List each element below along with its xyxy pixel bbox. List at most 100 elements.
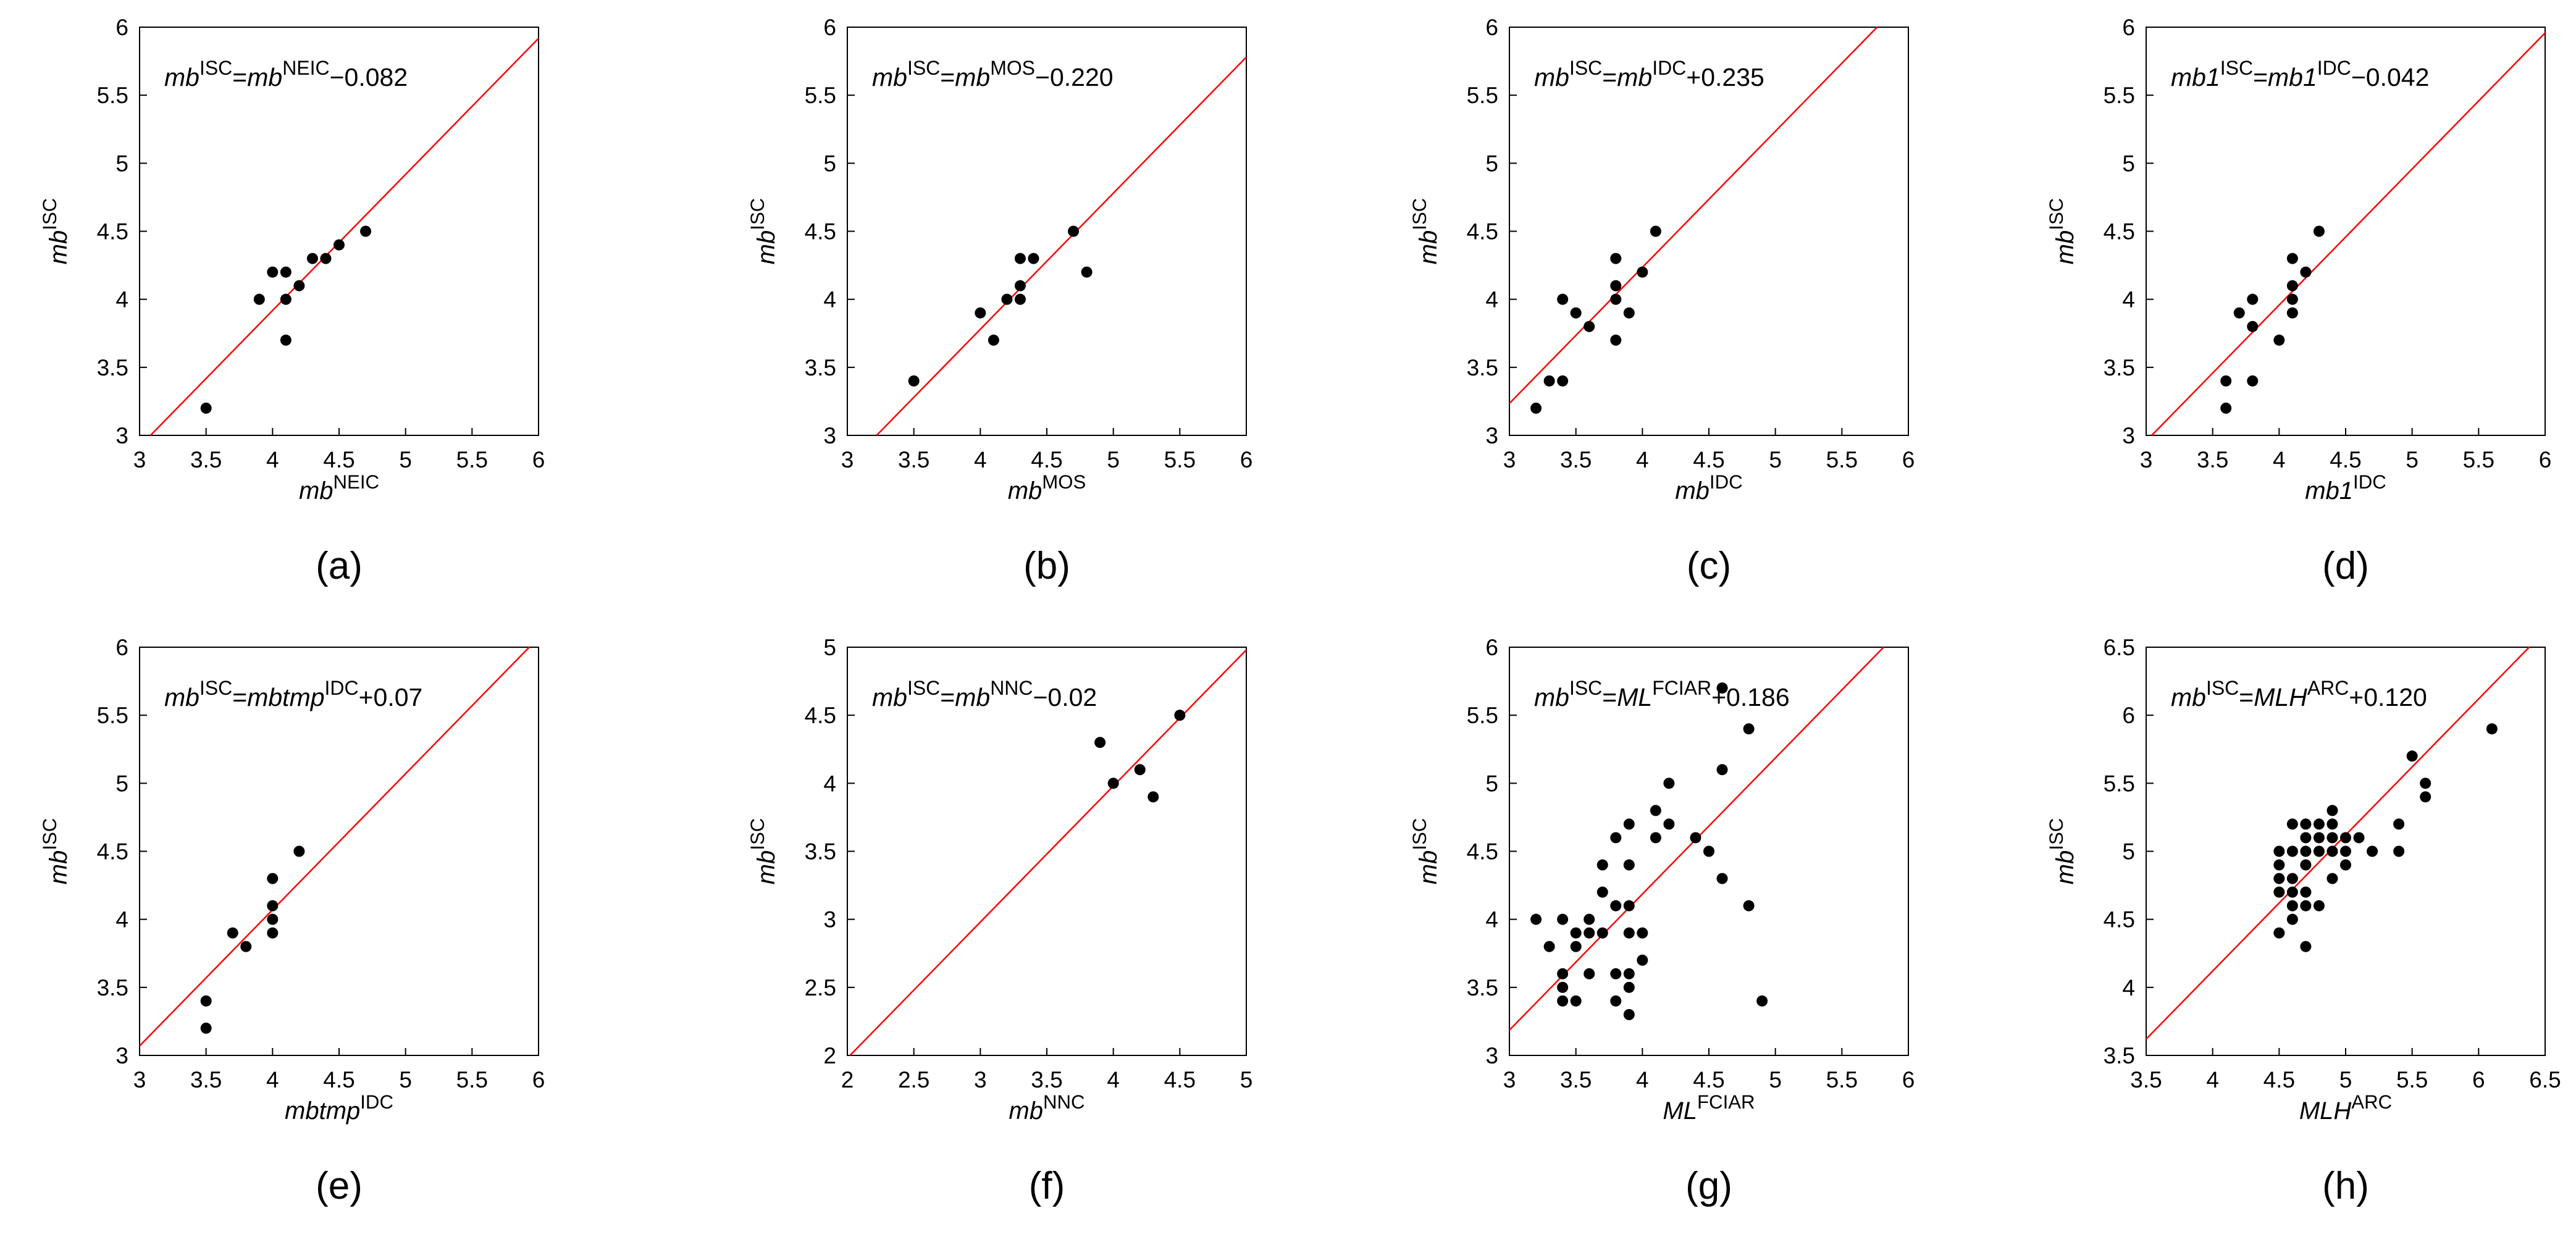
x-axis-title-part: NEIC: [334, 471, 380, 493]
x-axis-title-part: ARC: [2351, 1091, 2392, 1113]
data-point: [1530, 913, 1542, 925]
fit-line: [1509, 27, 1878, 405]
equation-part: +0.120: [2349, 683, 2427, 711]
x-tick-label: 5: [399, 447, 412, 472]
equation-part: mb: [2171, 683, 2206, 711]
equation-part: IDC: [1652, 57, 1686, 79]
equation-part: ISC: [2206, 677, 2239, 699]
chart-panel-f: 2 2.5 3 3.5 4 4.5 522.533.544.55mbISC=mbNNC−0.…: [747, 635, 1252, 1207]
fit-line: [2146, 647, 2530, 1040]
data-point: [2326, 845, 2338, 857]
y-tick-label: 5: [115, 151, 128, 176]
data-point: [2486, 723, 2498, 735]
equation-part: mb: [164, 683, 199, 711]
equation-part: =: [232, 63, 247, 91]
y-axis-title-part: ISC: [2045, 818, 2067, 850]
x-axis-title-part: mb: [1009, 1097, 1043, 1125]
y-axis-title: mbISC: [1409, 198, 1442, 265]
data-point: [1610, 832, 1622, 844]
data-point: [2247, 375, 2259, 387]
y-tick-label: 4.5: [97, 839, 128, 865]
fit-line: [139, 647, 530, 1047]
y-tick-label: 4: [2122, 287, 2135, 312]
equation-part: mb: [872, 683, 907, 711]
data-point: [2420, 791, 2431, 803]
x-axis-title-part: NNC: [1043, 1091, 1085, 1113]
x-tick-label: 2: [841, 1067, 854, 1092]
equation-label: mbISC=MLHARC+0.120: [2171, 677, 2427, 711]
data-point: [1584, 913, 1595, 925]
data-point: [1610, 293, 1622, 305]
data-point: [908, 375, 920, 387]
data-point: [2300, 859, 2312, 871]
x-axis-title: mbNEIC: [299, 471, 379, 505]
equation-part: =: [232, 683, 247, 711]
equation-part: mb: [1534, 683, 1569, 711]
x-axis-title-part: mb1: [2305, 477, 2353, 505]
data-point: [2220, 402, 2232, 414]
x-tick-label: 5: [1769, 1067, 1782, 1092]
data-point: [1610, 253, 1622, 264]
x-tick-label: 3.5: [190, 447, 222, 472]
x-tick-label: 4: [1636, 1067, 1649, 1092]
equation-label: mbISC=mbNNC−0.02: [872, 677, 1097, 711]
y-tick-label: 5.5: [97, 703, 128, 728]
y-tick-label: 4: [2122, 975, 2135, 1000]
data-point: [1623, 900, 1635, 912]
data-point: [1570, 927, 1582, 939]
data-point: [2313, 900, 2325, 912]
chart-panel-d: 3 3.5 4 4.5 5 5.5 633.544.555.56mb1ISC=mb1IDC−…: [2045, 15, 2551, 587]
x-axis-title: mbMOS: [1008, 471, 1086, 505]
data-point: [2313, 818, 2325, 830]
y-axis-title-part: ISC: [1409, 818, 1430, 850]
y-axis-title-part: ISC: [747, 198, 768, 230]
x-tick-label: 3: [2140, 447, 2153, 472]
equation-part: FCIAR: [1652, 677, 1711, 699]
data-point: [1637, 954, 1648, 966]
x-tick-label: 6: [532, 447, 545, 472]
equation-label: mbISC=mbMOS−0.220: [872, 57, 1114, 91]
x-axis-title-part: mb: [1008, 477, 1043, 505]
y-tick-label: 5.5: [1467, 83, 1498, 108]
x-tick-label: 5.5: [1164, 447, 1196, 472]
chart-panel-a: 3 3.5 4 4.5 5 5.5 633.544.555.56mbISC=mbNEIC−0…: [39, 15, 545, 587]
data-point: [334, 239, 345, 251]
data-point: [2273, 886, 2285, 898]
data-point: [1068, 225, 1080, 237]
data-point: [2393, 818, 2405, 830]
equation-part: −0.220: [1035, 63, 1114, 91]
x-tick-label: 5: [399, 1067, 412, 1092]
data-point: [1623, 818, 1635, 830]
y-tick-label: 4: [823, 771, 836, 796]
panel-label: (f): [1029, 1165, 1065, 1207]
data-point: [1743, 900, 1755, 912]
x-tick-label: 3: [133, 1067, 146, 1092]
data-point: [1756, 995, 1768, 1007]
y-tick-label: 4.5: [97, 219, 128, 245]
x-tick-label: 6.5: [2529, 1067, 2561, 1092]
equation-part: ISC: [907, 677, 940, 699]
y-axis-title: mbISC: [39, 198, 72, 265]
equation-part: IDC: [325, 677, 359, 699]
y-axis-title-part: mb: [2052, 230, 2079, 265]
data-point: [1028, 253, 1039, 264]
y-tick-label: 3: [2122, 423, 2135, 448]
y-axis-title-part: mb: [753, 850, 780, 885]
y-tick-label: 3: [1485, 423, 1498, 448]
data-point: [2420, 778, 2431, 789]
data-point: [988, 334, 999, 346]
data-point: [280, 266, 292, 278]
data-point: [2286, 900, 2298, 912]
data-point: [1543, 375, 1555, 387]
y-tick-label: 3: [823, 907, 836, 933]
x-tick-label: 6: [532, 1067, 545, 1092]
data-point: [280, 334, 292, 346]
data-point: [267, 873, 279, 884]
x-axis-title-part: MOS: [1042, 471, 1086, 493]
x-axis-title-part: mbtmp: [285, 1097, 360, 1125]
equation-label: mbISC=mbNEIC−0.082: [164, 57, 408, 91]
x-tick-label: 4: [2206, 1067, 2219, 1092]
y-tick-label: 5.5: [97, 83, 128, 108]
y-tick-label: 5.5: [805, 83, 836, 108]
x-tick-label: 3.5: [1560, 1067, 1592, 1092]
